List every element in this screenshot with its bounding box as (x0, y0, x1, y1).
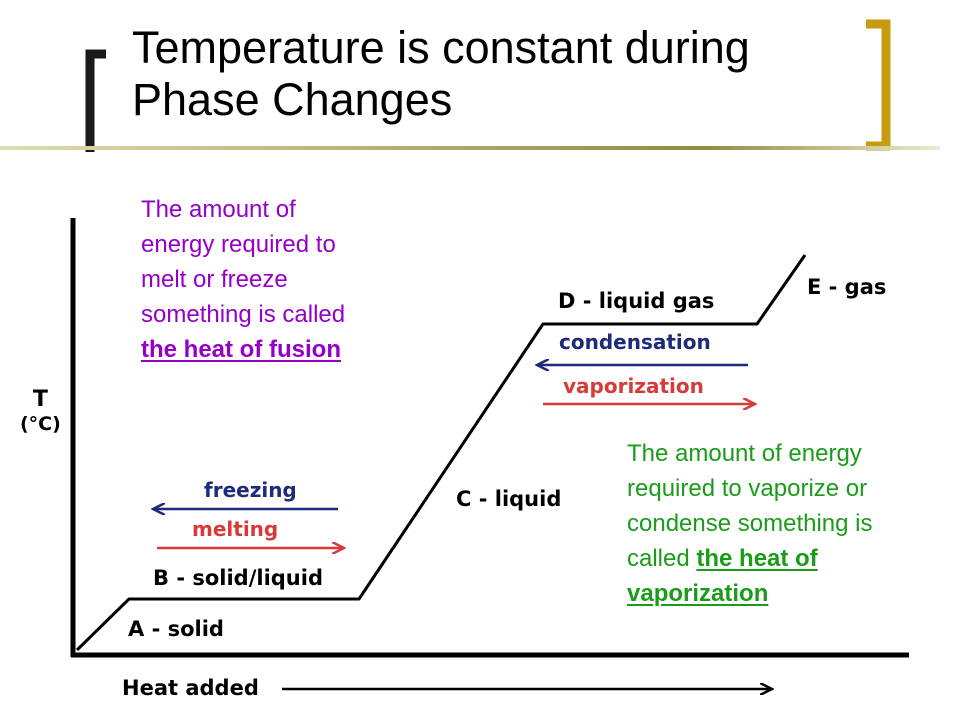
heat-of-fusion-note: The amount of energy required to melt or… (141, 192, 345, 367)
fusion-note-line-1: The amount of (141, 196, 296, 223)
condensation-label: condensation (559, 330, 711, 354)
title-rule (0, 146, 940, 150)
fusion-note-line-3: melt or freeze (141, 266, 288, 293)
freezing-label: freezing (204, 478, 297, 502)
heating-curve (75, 254, 807, 652)
segment-c-label: C - liquid (456, 487, 562, 511)
vap-note-line-1: The amount of energy (627, 440, 862, 467)
left-bracket-icon (85, 49, 106, 152)
segment-d-label: D - liquid gas (558, 289, 715, 313)
y-axis-symbol: T (32, 387, 48, 412)
vap-note-line-2: required to vaporize or (627, 475, 868, 502)
y-axis-label: T (°C) (20, 388, 61, 436)
heat-of-vaporization-note: The amount of energy required to vaporiz… (627, 436, 872, 611)
y-axis-unit: (°C) (20, 413, 61, 435)
vap-note-line-3: condense something is (627, 510, 873, 537)
slide-title: Temperature is constant during Phase Cha… (132, 22, 892, 126)
fusion-note-line-2: energy required to (141, 231, 336, 258)
fusion-note-line-4: something is called (141, 301, 346, 328)
segment-b-label: B - solid/liquid (153, 566, 323, 590)
x-axis-label: Heat added (122, 676, 259, 700)
heat-of-vaporization-term-1: the heat of (696, 545, 818, 572)
title-line-1: Temperature is constant during (132, 22, 750, 73)
heat-of-vaporization-term-2: vaporization (627, 580, 769, 607)
vap-note-lead: called (627, 545, 697, 572)
melting-label: melting (192, 517, 279, 541)
title-line-2: Phase Changes (132, 74, 453, 125)
vaporization-label: vaporization (563, 374, 704, 398)
segment-a-label: A - solid (128, 617, 224, 641)
heat-of-fusion-term: the heat of fusion (141, 336, 341, 363)
segment-e-label: E - gas (807, 275, 887, 299)
